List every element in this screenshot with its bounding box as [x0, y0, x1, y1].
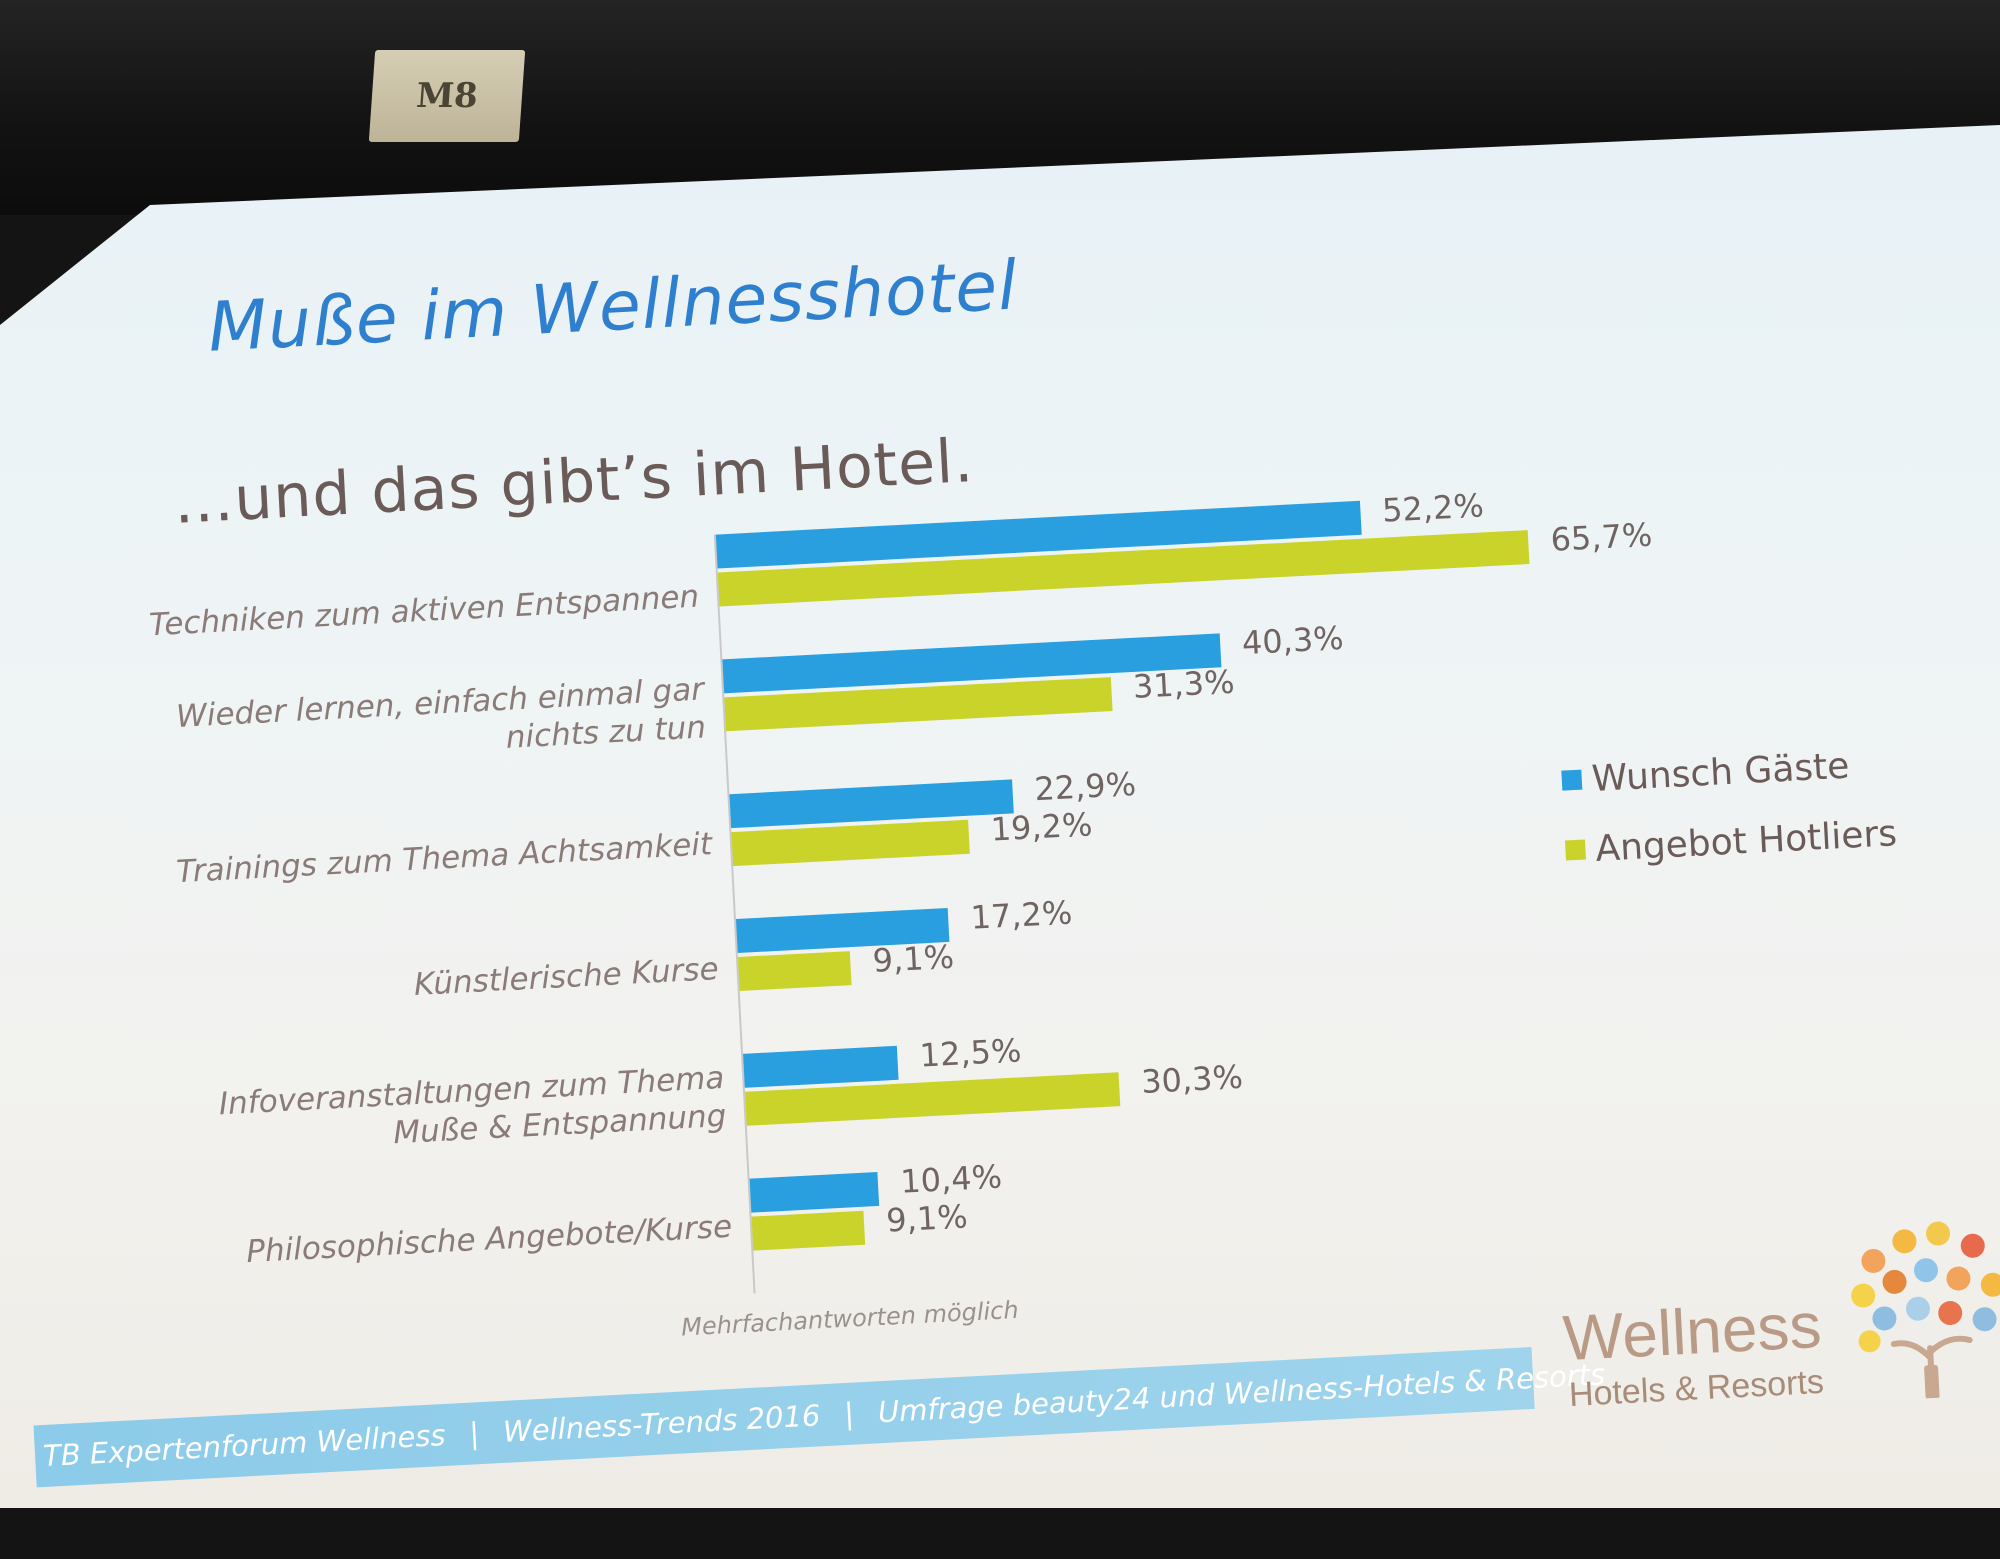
value-label-wunsch: 40,3% — [1240, 618, 1345, 663]
footer-item-survey: Umfrage beauty24 und Wellness-Hotels & R… — [877, 1357, 1606, 1430]
legend-swatch-wunsch — [1561, 769, 1583, 791]
bar-angebot — [737, 951, 852, 991]
value-label-wunsch: 22,9% — [1033, 764, 1137, 809]
bar-angebot — [751, 1210, 866, 1251]
logo-tree-icon — [1851, 1221, 2000, 1400]
footer-item-trends: Wellness-Trends 2016 — [502, 1398, 822, 1449]
value-label-wunsch: 52,2% — [1381, 486, 1485, 530]
footer-item-forum: TB Expertenforum Wellness — [42, 1417, 447, 1474]
value-label-wunsch: 10,4% — [899, 1157, 1003, 1201]
room-sign: M8 — [368, 50, 526, 142]
footer-bar: TB Expertenforum Wellness | Wellness-Tre… — [33, 1346, 1606, 1488]
value-label-angebot: 30,3% — [1140, 1057, 1244, 1102]
bar-angebot — [731, 819, 970, 867]
legend-label-angebot: Angebot Hotliers — [1594, 813, 1898, 870]
legend-item-angebot: Angebot Hotliers — [1564, 813, 1898, 871]
slide-subtitle: …und das gibt’s im Hotel. — [171, 426, 976, 538]
slide-title: Muße im Wellnesshotel — [206, 246, 1020, 368]
category-label: Künstlerische Kurse — [412, 951, 720, 1003]
footnote: Mehrfachantworten möglich — [680, 1295, 1020, 1342]
legend-swatch-angebot — [1564, 839, 1587, 861]
footer-separator: | — [843, 1396, 855, 1432]
category-label: Wieder lernen, einfach einmal gar nichts… — [175, 671, 707, 756]
value-label-angebot: 9,1% — [871, 937, 955, 980]
value-label-angebot: 9,1% — [885, 1197, 969, 1240]
projection-screen: Muße im Wellnesshotel …und das gibt’s im… — [0, 125, 2000, 1508]
footer-separator: | — [468, 1416, 481, 1451]
bar-wunsch — [749, 1171, 880, 1213]
logo-wordmark: Wellness — [1561, 1288, 1824, 1375]
category-label: Trainings zum Thema Achtsamkeit — [175, 826, 713, 891]
value-label-wunsch: 17,2% — [969, 893, 1074, 937]
value-label-angebot: 19,2% — [989, 805, 1094, 849]
bar-wunsch — [743, 1045, 899, 1088]
category-label: Infoveranstaltungen zum Thema Muße & Ent… — [218, 1059, 728, 1152]
category-label: Philosophische Angebote/Kurse — [245, 1208, 733, 1271]
value-label-angebot: 31,3% — [1131, 662, 1236, 706]
value-label-angebot: 65,7% — [1549, 515, 1654, 559]
legend-item-wunsch: Wunsch Gäste — [1561, 746, 1850, 802]
value-label-wunsch: 12,5% — [918, 1031, 1023, 1075]
bar-wunsch — [729, 779, 1014, 829]
legend-label-wunsch: Wunsch Gäste — [1590, 745, 1851, 801]
category-label: Techniken zum aktiven Entspannen — [148, 578, 700, 644]
